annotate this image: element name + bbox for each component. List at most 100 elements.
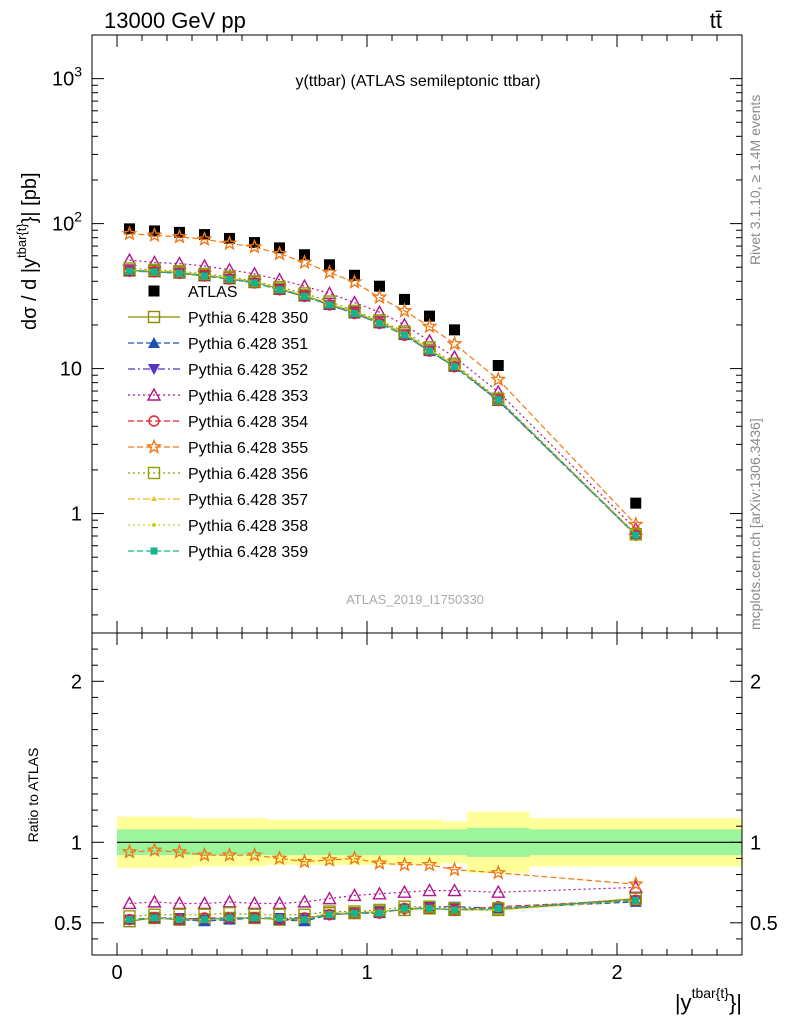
legend-label: Pythia 6.428 353 — [188, 388, 308, 405]
legend-marker — [146, 387, 162, 401]
ratio-data-point — [351, 909, 358, 917]
analysis-watermark: ATLAS_2019_I1750330 — [346, 592, 484, 607]
ratio-series-line — [129, 899, 636, 921]
legend-label: Pythia 6.428 358 — [188, 518, 308, 535]
rivet-version-label: Rivet 3.1.10, ≥ 1.4M events — [747, 95, 763, 265]
main-data-point — [371, 288, 388, 305]
ratio-data-point — [372, 886, 387, 900]
main-data-point — [196, 230, 213, 247]
main-data-point — [148, 263, 161, 277]
ratio-y-tick-label: 2 — [71, 671, 82, 693]
legend-entry-10: Pythia 6.428 359 — [128, 544, 308, 561]
ratio-series-3 — [122, 879, 643, 910]
ratio-data-point — [326, 911, 333, 919]
main-data-point — [251, 279, 258, 287]
legend-marker — [151, 496, 157, 501]
ratio-data-point — [421, 856, 438, 872]
ratio-data-point — [122, 896, 137, 910]
main-data-point — [271, 245, 288, 261]
main-data-point — [326, 301, 333, 309]
main-data-point — [494, 396, 502, 404]
legend-label: Pythia 6.428 356 — [188, 466, 308, 483]
ratio-data-point — [296, 853, 313, 869]
ratio-y-tick-label-right: 2 — [750, 671, 761, 693]
header-process-label: 13000 GeV pp — [104, 8, 246, 33]
main-data-point — [121, 225, 138, 241]
ratio-data-point — [422, 883, 437, 897]
main-data-point — [126, 267, 133, 275]
ratio-y-tick-label-right: 0.5 — [750, 913, 778, 935]
ratio-data-point — [297, 894, 312, 908]
ratio-data-point — [222, 894, 237, 908]
ratio-data-point — [276, 914, 283, 922]
main-data-point — [347, 295, 362, 309]
ratio-data-point — [426, 904, 433, 912]
ratio-data-point — [448, 902, 461, 915]
main-y-axis-label: dσ / d |ytbar{t}}| [pb] — [14, 172, 41, 330]
main-data-point — [492, 392, 505, 405]
ratio-data-point — [121, 843, 138, 859]
x-axis-label-main: |y — [675, 990, 692, 1015]
legend-entry-5: Pythia 6.428 354 — [128, 414, 308, 431]
ratio-data-point — [301, 916, 308, 924]
main-series-line — [129, 267, 637, 535]
ratio-y-tick-label: 0.5 — [54, 913, 82, 935]
ratio-data-point — [247, 896, 262, 910]
main-data-point — [627, 516, 644, 532]
legend-entry-2: Pythia 6.428 351 — [128, 336, 308, 353]
ratio-data-point — [151, 914, 158, 922]
legend-entry-0: ATLAS — [148, 284, 238, 301]
main-data-point — [399, 293, 410, 305]
main-data-point — [276, 286, 283, 294]
x-tick-label: 2 — [611, 962, 622, 984]
main-data-point — [396, 302, 413, 318]
chart-title: y(ttbar) (ATLAS semileptonic ttbar) — [295, 73, 540, 90]
main-y-tick-label: 102 — [52, 209, 82, 236]
ratio-data-point — [346, 849, 363, 866]
x-axis-label-sup: tbar{t} — [692, 985, 730, 1001]
main-data-point — [426, 347, 433, 355]
ratio-data-point — [371, 854, 388, 871]
main-data-point — [146, 226, 163, 243]
main-data-point — [222, 262, 237, 276]
main-y-axis-label-tail: }| [pb] — [19, 172, 41, 223]
ratio-data-point — [272, 896, 287, 910]
main-series-6 — [121, 225, 644, 532]
main-data-point — [247, 266, 262, 280]
legend-entry-7: Pythia 6.428 356 — [128, 466, 308, 483]
ratio-data-point — [196, 846, 213, 862]
main-data-point — [630, 497, 642, 509]
main-data-point — [374, 280, 385, 292]
main-data-point — [301, 292, 308, 300]
ratio-data-point — [172, 896, 187, 910]
main-data-point — [629, 528, 642, 541]
ratio-data-point — [226, 914, 233, 922]
ratio-data-point — [397, 884, 412, 898]
ratio-data-point — [197, 896, 212, 910]
ratio-data-point — [271, 849, 288, 866]
legend-label: Pythia 6.428 350 — [188, 310, 308, 327]
ratio-data-point — [401, 904, 408, 912]
main-data-point — [372, 304, 387, 318]
header-final-state-label: tt̄ — [710, 8, 722, 33]
legend-marker — [152, 523, 156, 527]
main-series-10 — [126, 267, 640, 539]
main-data-point — [174, 226, 185, 238]
main-data-point — [171, 228, 188, 244]
main-y-tick-label: 10 — [60, 359, 82, 381]
main-data-point — [226, 275, 233, 283]
main-data-point — [296, 253, 313, 270]
main-data-point — [322, 285, 337, 300]
ratio-data-point — [446, 861, 463, 877]
legend-marker — [148, 364, 160, 375]
legend-entry-6: Pythia 6.428 355 — [128, 438, 308, 457]
legend-label: Pythia 6.428 355 — [188, 440, 308, 457]
ratio-data-point — [251, 914, 258, 922]
ratio-data-point — [146, 841, 163, 858]
legend-label: ATLAS — [188, 284, 238, 301]
ratio-data-point — [632, 896, 640, 904]
legend-entry-1: Pythia 6.428 350 — [128, 310, 308, 327]
ratio-data-point — [221, 846, 238, 862]
ratio-data-point — [376, 909, 383, 917]
